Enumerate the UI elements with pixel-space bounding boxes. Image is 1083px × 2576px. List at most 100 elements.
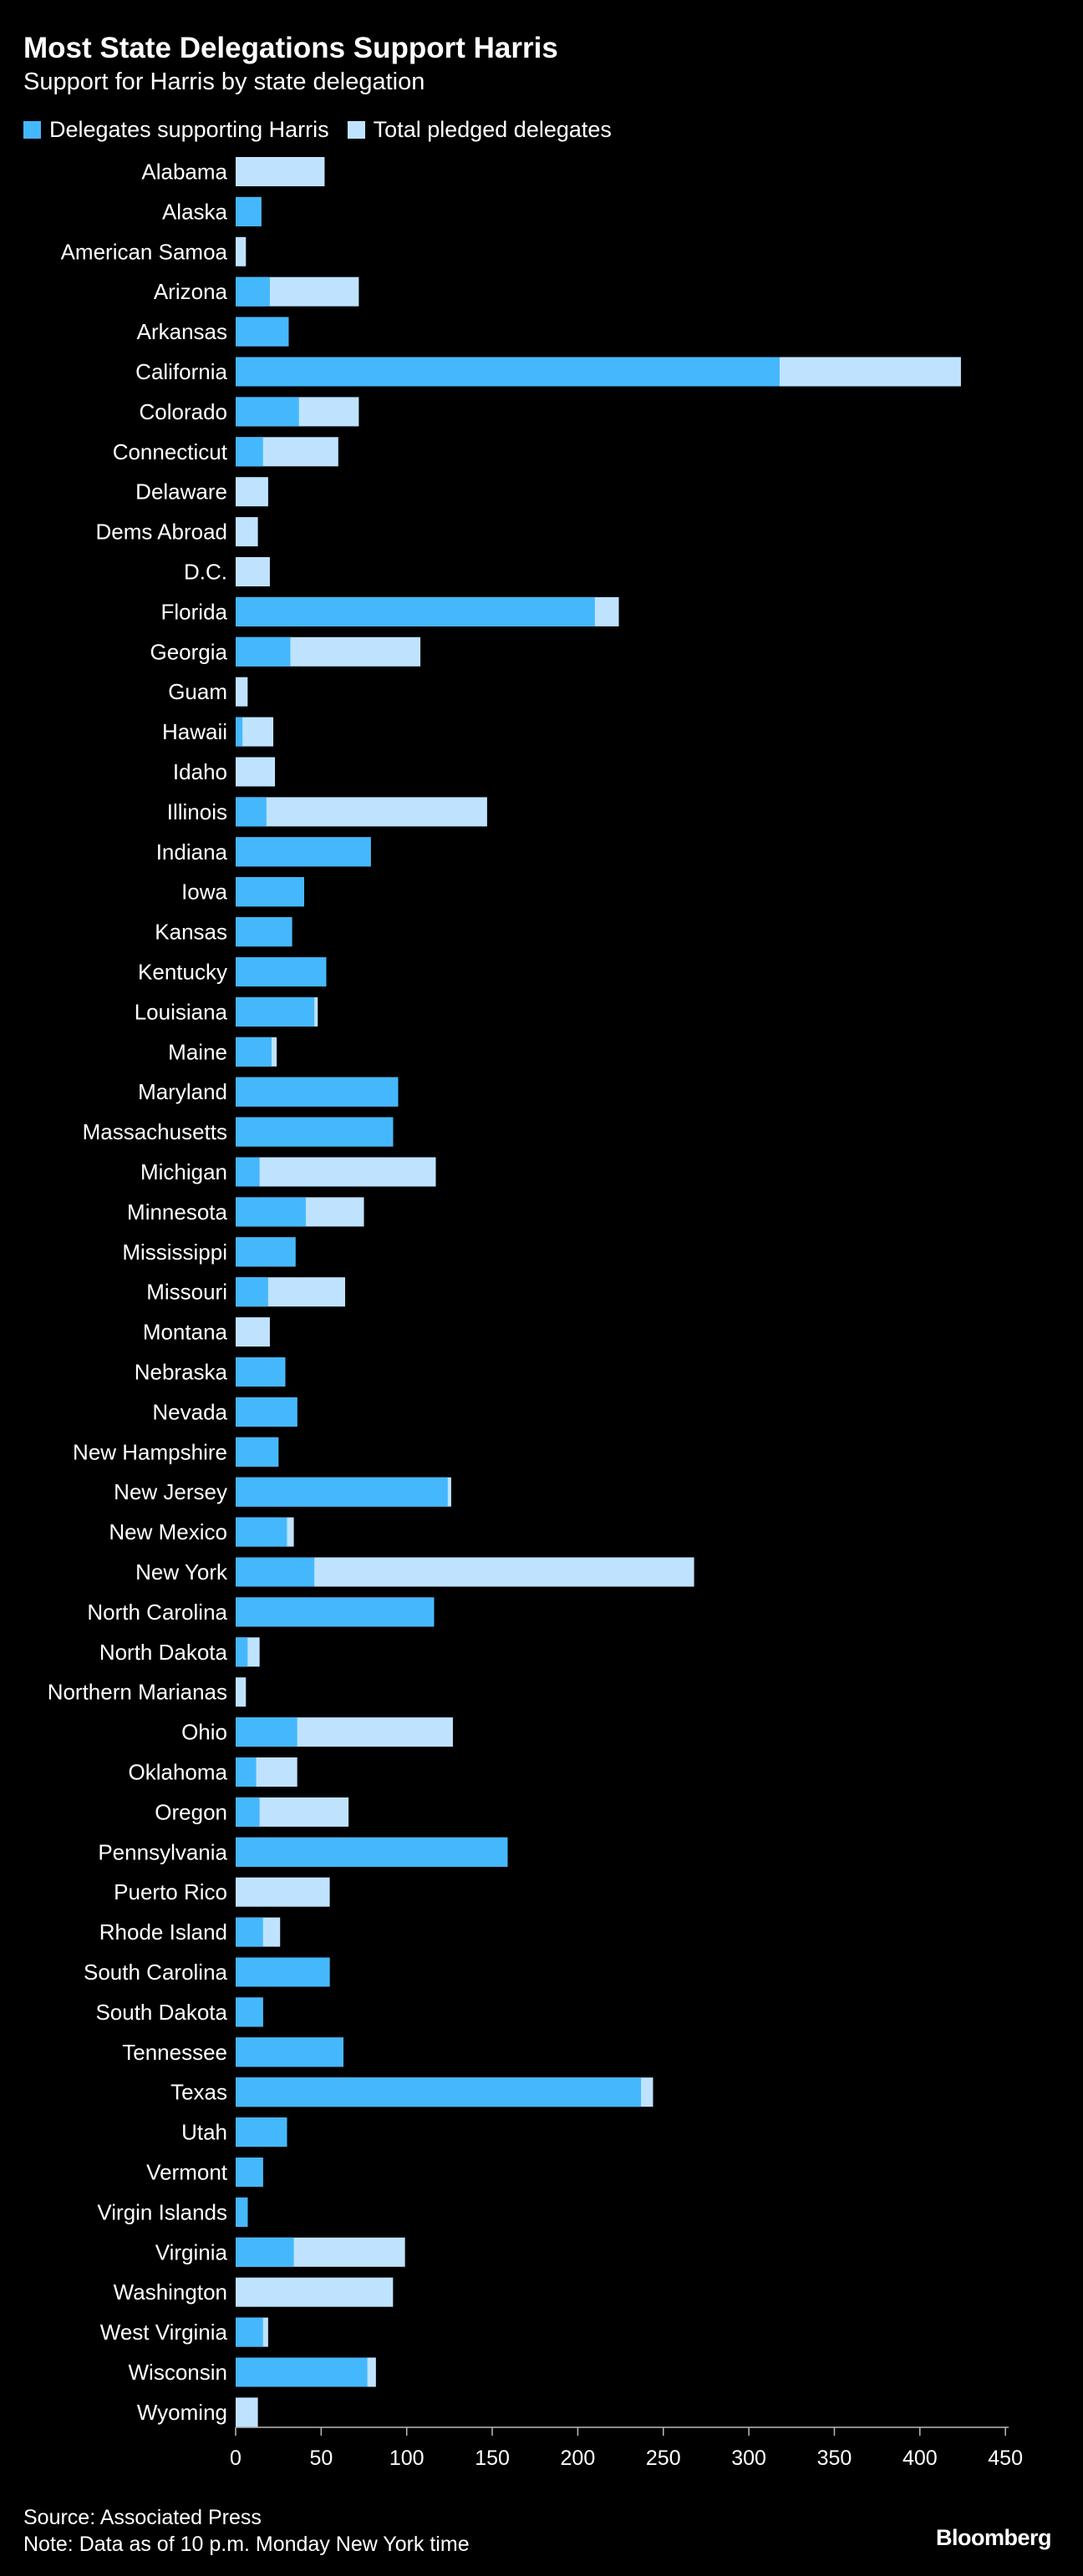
legend-swatch-supporting — [23, 121, 41, 139]
bar-total-alabama — [236, 157, 325, 186]
category-label-alabama: Alabama — [141, 160, 227, 185]
category-label-wyoming: Wyoming — [137, 2400, 227, 2425]
category-label-oregon: Oregon — [155, 1799, 227, 1824]
bar-supporting-florida — [236, 596, 595, 626]
category-label-maine: Maine — [168, 1039, 227, 1064]
category-label-south-dakota: South Dakota — [95, 2000, 227, 2025]
category-label-michigan: Michigan — [140, 1159, 227, 1184]
x-tick-label-200: 200 — [561, 2447, 596, 2470]
bar-supporting-utah — [236, 2117, 287, 2148]
category-label-maryland: Maryland — [138, 1079, 227, 1104]
bar-supporting-missouri — [236, 1277, 268, 1307]
category-label-american-samoa: American Samoa — [61, 239, 228, 264]
bar-total-idaho — [236, 757, 276, 787]
category-label-iowa: Iowa — [181, 880, 227, 905]
bar-supporting-new-york — [236, 1557, 315, 1587]
category-label-colorado: Colorado — [139, 399, 227, 424]
bar-total-d-c — [236, 557, 270, 586]
category-label-oklahoma: Oklahoma — [129, 1760, 228, 1785]
category-label-florida: Florida — [161, 599, 228, 624]
bar-supporting-new-mexico — [236, 1517, 287, 1547]
category-label-new-jersey: New Jersey — [114, 1479, 227, 1504]
bar-total-puerto-rico — [236, 1877, 330, 1907]
category-label-nebraska: Nebraska — [135, 1360, 228, 1385]
category-label-alaska: Alaska — [162, 199, 228, 224]
bar-total-wyoming — [236, 2397, 258, 2427]
category-label-kansas: Kansas — [155, 920, 227, 945]
chart-title: Most State Delegations Support Harris — [23, 32, 558, 64]
legend-item-total: Total pledged delegates — [347, 117, 612, 143]
category-label-ohio: Ohio — [181, 1720, 227, 1745]
category-label-virgin-islands: Virgin Islands — [97, 2199, 227, 2224]
category-label-new-mexico: New Mexico — [109, 1519, 227, 1544]
bar-total-washington — [236, 2277, 394, 2307]
category-label-arizona: Arizona — [154, 279, 228, 304]
bar-supporting-arizona — [236, 276, 270, 307]
category-label-d-c: D.C. — [184, 560, 227, 585]
category-label-dems-abroad: Dems Abroad — [95, 520, 227, 545]
category-label-massachusetts: Massachusetts — [83, 1119, 227, 1144]
category-label-minnesota: Minnesota — [127, 1199, 227, 1225]
bar-supporting-kansas — [236, 917, 292, 947]
category-label-arkansas: Arkansas — [137, 319, 227, 344]
legend-item-supporting: Delegates supporting Harris — [23, 117, 329, 143]
category-label-texas: Texas — [170, 2080, 227, 2105]
bar-total-northern-marianas — [236, 1677, 247, 1707]
category-label-indiana: Indiana — [156, 839, 228, 865]
category-label-west-virginia: West Virginia — [100, 2320, 228, 2345]
category-label-kentucky: Kentucky — [138, 960, 227, 985]
bar-total-american-samoa — [236, 236, 247, 266]
bar-supporting-minnesota — [236, 1197, 306, 1227]
bar-total-michigan — [236, 1157, 436, 1187]
bar-supporting-south-dakota — [236, 1997, 263, 2027]
bar-supporting-new-jersey — [236, 1477, 448, 1507]
bar-total-dems-abroad — [236, 517, 258, 547]
bar-supporting-wisconsin — [236, 2357, 368, 2387]
category-label-north-dakota: North Dakota — [99, 1640, 228, 1665]
bar-supporting-maine — [236, 1037, 272, 1067]
bar-supporting-south-carolina — [236, 1957, 330, 1987]
bar-supporting-maryland — [236, 1077, 399, 1107]
category-label-missouri: Missouri — [146, 1280, 227, 1305]
bar-supporting-virginia — [236, 2237, 294, 2267]
bar-supporting-new-hampshire — [236, 1437, 279, 1467]
bloomberg-logo: Bloomberg — [935, 2525, 1052, 2550]
bar-supporting-virgin-islands — [236, 2197, 248, 2227]
bar-supporting-georgia — [236, 636, 291, 667]
legend-label-total: Total pledged delegates — [373, 117, 612, 142]
bar-supporting-michigan — [236, 1157, 260, 1187]
bar-supporting-indiana — [236, 837, 371, 867]
bar-supporting-rhode-island — [236, 1917, 263, 1947]
bar-supporting-alaska — [236, 196, 262, 226]
source-note: Source: Associated Press — [23, 2506, 262, 2529]
bar-supporting-tennessee — [236, 2037, 343, 2067]
legend-label-supporting: Delegates supporting Harris — [49, 117, 329, 142]
bar-supporting-illinois — [236, 797, 267, 827]
bar-supporting-louisiana — [236, 996, 315, 1027]
bar-supporting-california — [236, 357, 780, 387]
bar-supporting-massachusetts — [236, 1117, 394, 1147]
bar-supporting-mississippi — [236, 1237, 296, 1267]
category-label-hawaii: Hawaii — [162, 719, 227, 744]
category-label-north-carolina: North Carolina — [87, 1600, 227, 1625]
bar-supporting-colorado — [236, 397, 299, 427]
category-label-south-carolina: South Carolina — [84, 1960, 228, 1985]
legend: Delegates supporting Harris Total pledge… — [23, 117, 630, 143]
category-label-nevada: Nevada — [152, 1399, 227, 1424]
category-label-wisconsin: Wisconsin — [129, 2360, 227, 2385]
bar-supporting-connecticut — [236, 437, 263, 467]
category-label-mississippi: Mississippi — [122, 1240, 227, 1265]
category-label-georgia: Georgia — [150, 639, 228, 664]
bar-total-guam — [236, 677, 248, 707]
legend-swatch-total — [347, 121, 365, 139]
category-label-montana: Montana — [143, 1320, 228, 1345]
bar-total-montana — [236, 1317, 270, 1347]
data-note: Note: Data as of 10 p.m. Monday New York… — [23, 2533, 470, 2556]
bar-supporting-vermont — [236, 2158, 263, 2187]
category-label-puerto-rico: Puerto Rico — [114, 1879, 227, 1904]
x-tick-label-300: 300 — [731, 2447, 766, 2470]
category-label-louisiana: Louisiana — [135, 999, 228, 1024]
bar-supporting-north-carolina — [236, 1597, 435, 1627]
bar-supporting-iowa — [236, 877, 304, 907]
category-label-pennsylvania: Pennsylvania — [98, 1839, 227, 1864]
